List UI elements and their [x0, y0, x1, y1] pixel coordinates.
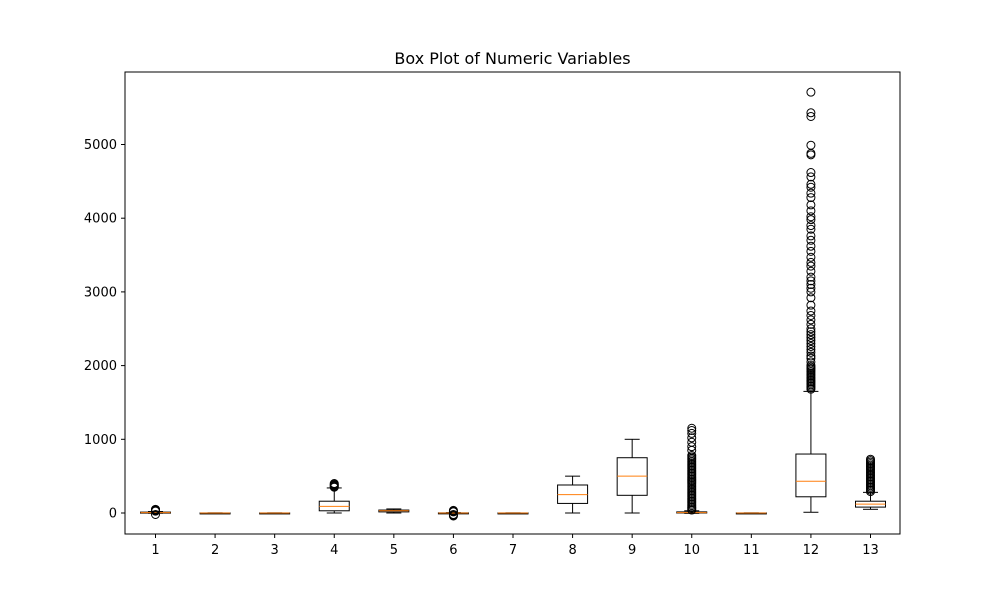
y-tick-label: 5000	[84, 138, 117, 153]
outlier-point	[448, 505, 458, 515]
outlier-point	[687, 425, 697, 435]
outlier-point	[806, 293, 816, 303]
outlier-point	[806, 300, 816, 310]
x-tick-label: 8	[568, 543, 576, 558]
outlier-point	[806, 306, 816, 316]
x-tick-label: 4	[330, 543, 338, 558]
y-tick-label: 2000	[84, 359, 117, 374]
outlier-point	[806, 280, 816, 290]
outlier-point	[806, 257, 816, 267]
outlier-point	[806, 212, 816, 222]
outlier-point	[806, 287, 816, 297]
outlier-point	[806, 330, 816, 340]
outlier-point	[806, 224, 816, 234]
chart-title: Box Plot of Numeric Variables	[394, 49, 630, 68]
x-tick-label: 2	[211, 543, 219, 558]
outlier-point	[329, 479, 339, 489]
outlier-point	[806, 188, 816, 198]
y-tick-label: 4000	[84, 212, 117, 227]
outlier-point	[806, 261, 816, 271]
x-tick-label: 1	[151, 543, 159, 558]
x-tick-label: 9	[628, 543, 636, 558]
outlier-point	[806, 324, 816, 334]
outlier-point	[806, 351, 816, 361]
outlier-point	[806, 344, 816, 354]
outlier-point	[806, 310, 816, 320]
outlier-point	[806, 235, 816, 245]
outlier-point	[806, 272, 816, 282]
outlier-point	[806, 111, 816, 121]
outlier-point	[806, 206, 816, 216]
outlier-point	[806, 252, 816, 262]
outlier-point	[806, 266, 816, 276]
y-tick-label: 1000	[84, 433, 117, 448]
outlier-point	[806, 140, 816, 150]
outlier-point	[806, 241, 816, 251]
outlier-point	[806, 168, 816, 178]
outlier-point	[151, 509, 160, 519]
outlier-point	[806, 108, 816, 118]
x-tick-label: 11	[743, 543, 760, 558]
outlier-point	[806, 347, 816, 357]
x-tick-label: 12	[803, 543, 820, 558]
outlier-point	[806, 221, 816, 231]
y-tick-label: 3000	[84, 285, 117, 300]
outlier-point	[806, 179, 816, 189]
outlier-point	[806, 336, 816, 346]
outlier-point	[806, 283, 816, 293]
outlier-point	[687, 428, 697, 438]
y-tick-label: 0	[109, 507, 117, 522]
box-iqr	[795, 453, 827, 498]
outlier-point	[448, 509, 458, 519]
outlier-point	[866, 454, 875, 464]
x-tick-label: 5	[390, 543, 398, 558]
outlier-point	[806, 193, 816, 203]
outlier-point	[806, 246, 816, 256]
axes-frame	[124, 71, 901, 535]
outlier-point	[687, 433, 697, 443]
x-tick-label: 13	[862, 543, 879, 558]
outlier-point	[806, 341, 816, 351]
x-tick-label: 6	[449, 543, 457, 558]
x-tick-label: 7	[509, 543, 517, 558]
outlier-point	[806, 276, 816, 286]
outlier-point	[806, 215, 816, 225]
outlier-point	[806, 333, 816, 343]
x-tick-label: 10	[683, 543, 700, 558]
outlier-point	[806, 361, 816, 371]
outlier-point	[687, 437, 697, 447]
outlier-point	[806, 338, 816, 348]
outlier-point	[806, 172, 816, 182]
outlier-point	[806, 182, 816, 192]
outlier-point	[687, 442, 697, 452]
x-tick-label: 3	[271, 543, 279, 558]
outlier-point	[687, 451, 697, 461]
outlier-point	[806, 315, 816, 325]
outlier-point	[151, 504, 160, 514]
outlier-point	[806, 353, 816, 363]
outlier-point	[806, 87, 816, 97]
outlier-point	[687, 423, 697, 433]
outlier-point	[806, 319, 816, 329]
outlier-point	[806, 200, 816, 210]
outlier-point	[806, 327, 816, 337]
outlier-point	[806, 231, 816, 241]
outlier-point	[806, 357, 816, 367]
